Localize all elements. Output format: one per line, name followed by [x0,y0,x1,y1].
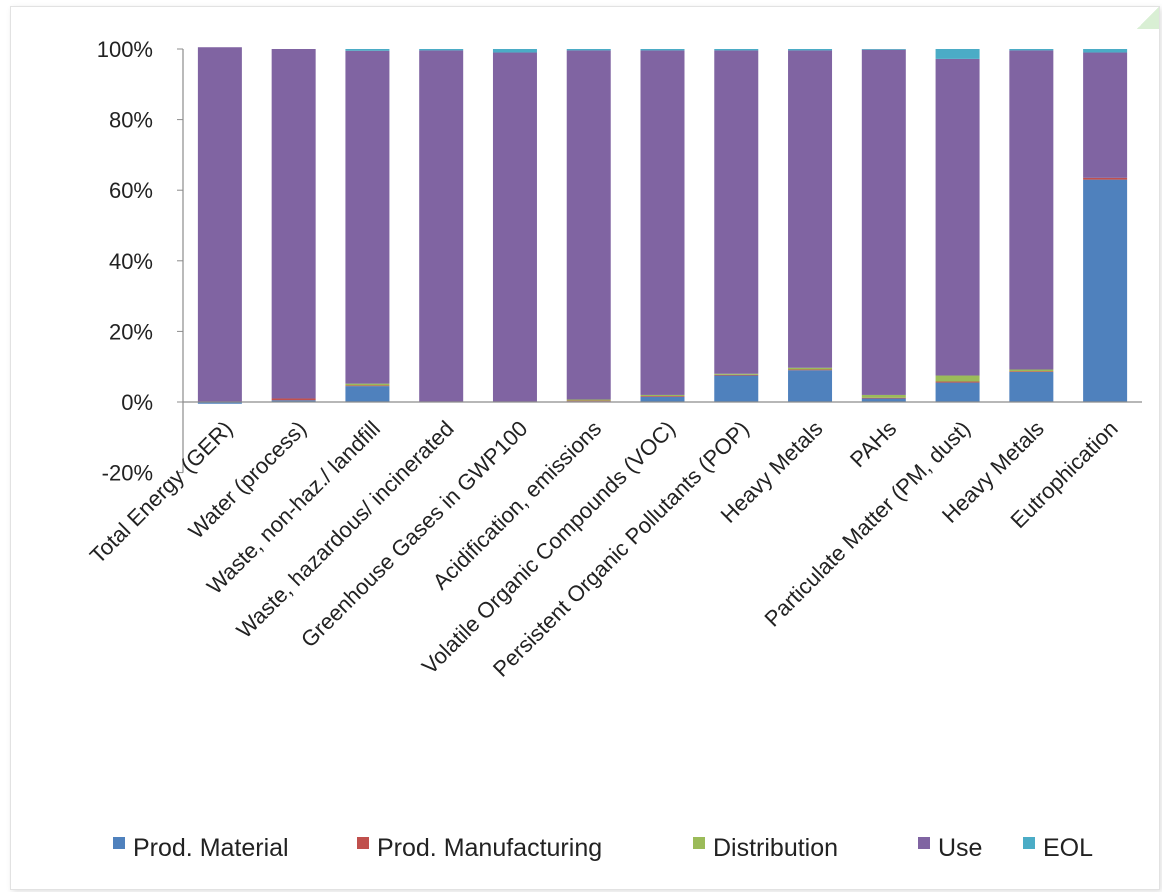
bar-segment-prod-manufacturing [272,398,316,400]
legend-swatch [1023,837,1035,849]
bar-segment-eol [567,49,611,50]
bar-segment-prod-manufacturing [1009,371,1053,372]
bar-segment-prod-material [936,383,980,402]
legend-swatch [113,837,125,849]
bar-segment-distribution [345,384,389,386]
legend-label: Distribution [713,834,838,862]
bar-segment-distribution [714,374,758,375]
bar-segment-eol [493,49,537,53]
bar-segment-use [567,50,611,399]
legend-label: EOL [1043,834,1093,862]
bar-segment-prod-manufacturing [1083,178,1127,180]
bar-segment-use [936,59,980,376]
bar-segment-prod-material [1083,180,1127,402]
y-tick-label: -20% [102,461,153,486]
bar-segment-prod-manufacturing [788,370,832,371]
legend-label: Use [938,834,982,862]
bar-segment-distribution [1009,370,1053,372]
category-label: PAHs [845,416,901,472]
y-tick-label: 80% [109,108,153,133]
bar-segment-distribution [862,395,906,398]
bar-segment-prod-manufacturing [714,375,758,376]
bar-segment-eol [419,49,463,50]
legend-swatch [357,837,369,849]
category-label: Total Energy (GER) [85,416,238,569]
bar-segment-use [419,50,463,402]
bar-segment-prod-manufacturing [345,385,389,386]
bar-segment-eol [345,49,389,51]
y-tick-label: 100% [97,37,153,62]
bar-segment-eol [862,49,906,50]
bar-segment-use [1009,50,1053,369]
legend-label: Prod. Manufacturing [377,834,602,862]
bar-segment-eol [641,49,685,50]
bar-segment-eol [714,49,758,50]
bar-segment-prod-manufacturing [936,382,980,383]
bar-segment-eol [788,49,832,50]
bar-segment-distribution [788,368,832,370]
category-label: Persistent Organic Pollutants (POP) [488,416,754,682]
bar-segment-prod-material [788,370,832,402]
bar-segment-distribution [641,395,685,396]
bar-segment-use [272,49,316,398]
y-tick-label: 0% [121,390,153,415]
y-tick-label: 60% [109,178,153,203]
bar-segment-prod-manufacturing [567,401,611,402]
bar-segment-prod-material [1009,372,1053,402]
bar-segment-eol [1009,49,1053,50]
y-tick-label: 40% [109,249,153,274]
y-tick-label: 20% [109,319,153,344]
bar-segment-eol [1083,49,1127,53]
legend-label: Prod. Material [133,834,289,862]
bar-segment-prod-material [345,386,389,402]
bar-segment-use [641,50,685,395]
bar-segment-prod-material [641,397,685,402]
bar-segment-distribution [567,400,611,401]
bar-segment-use [862,50,906,395]
legend-swatch [693,837,705,849]
bar-segment-prod-material [714,376,758,402]
bar-segment-use [788,50,832,367]
bar-segment-use [345,51,389,384]
bar-segment-use [493,53,537,402]
bar-segment-prod-manufacturing [641,396,685,397]
bar-segment-prod-manufacturing [862,398,906,399]
bar-segment-distribution [936,376,980,382]
bar-segment-use [1083,53,1127,178]
bar-segment-use [198,47,242,402]
bar-segment-use [714,50,758,373]
legend-swatch [918,837,930,849]
bar-segment-eol [936,49,980,59]
